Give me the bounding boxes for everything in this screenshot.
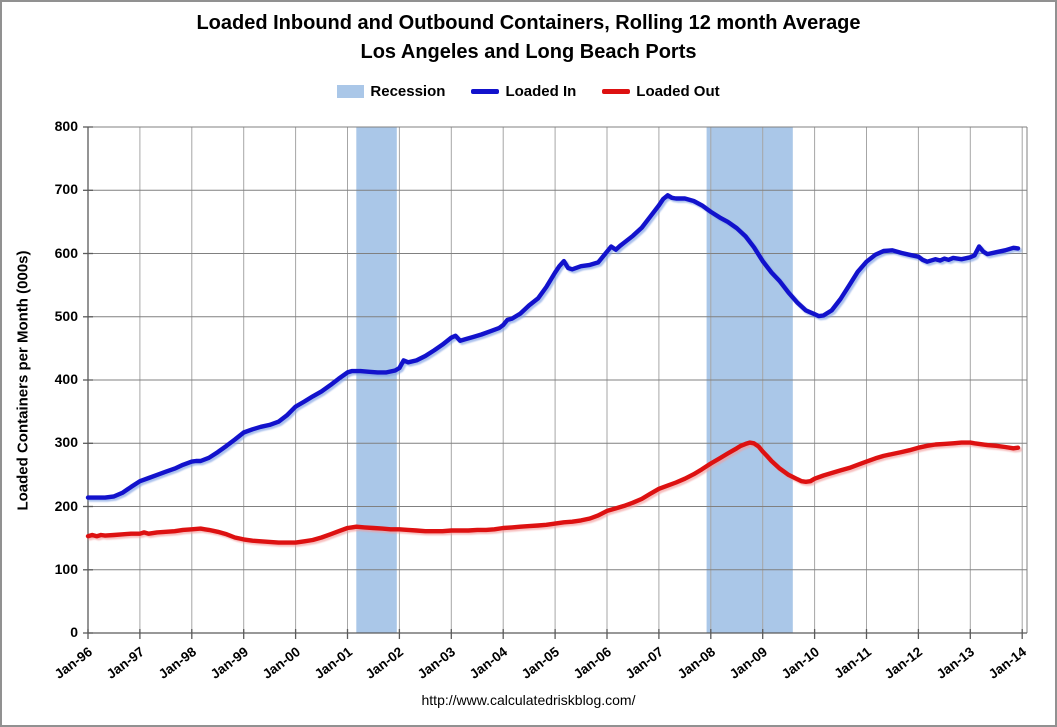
y-tick-label: 700 (54, 181, 78, 198)
series-loaded-out (85, 440, 1021, 545)
legend-label-recession: Recession (370, 83, 446, 100)
chart-title: Loaded Inbound and Outbound Containers, … (196, 12, 861, 34)
y-tick-label: 200 (54, 497, 78, 514)
y-tick-label: 800 (54, 118, 78, 134)
loaded-out-line-icon (602, 89, 631, 94)
y-tick-label: 100 (54, 560, 78, 577)
chart-subtitle: Los Angeles and Long Beach Ports (360, 41, 697, 63)
y-tick-label: 300 (54, 434, 78, 451)
legend: Recession Loaded In Loaded Out (0, 83, 1057, 100)
legend-item-recession: Recession (337, 83, 445, 100)
source-url: http://www.calculatedriskblog.com/ (421, 692, 636, 708)
legend-label-loaded-in: Loaded In (505, 83, 577, 100)
legend-item-loaded-out: Loaded Out (602, 83, 720, 100)
loaded-in-line-icon (471, 89, 500, 94)
legend-label-loaded-out: Loaded Out (636, 83, 720, 100)
series-loaded-in (85, 193, 1021, 500)
y-tick-label: 500 (54, 307, 78, 324)
recession-swatch-icon (337, 85, 365, 98)
y-tick-label: 600 (54, 244, 78, 261)
legend-item-loaded-in: Loaded In (471, 83, 576, 100)
y-tick-label: 400 (54, 371, 78, 387)
y-tick-label: 0 (70, 624, 78, 640)
